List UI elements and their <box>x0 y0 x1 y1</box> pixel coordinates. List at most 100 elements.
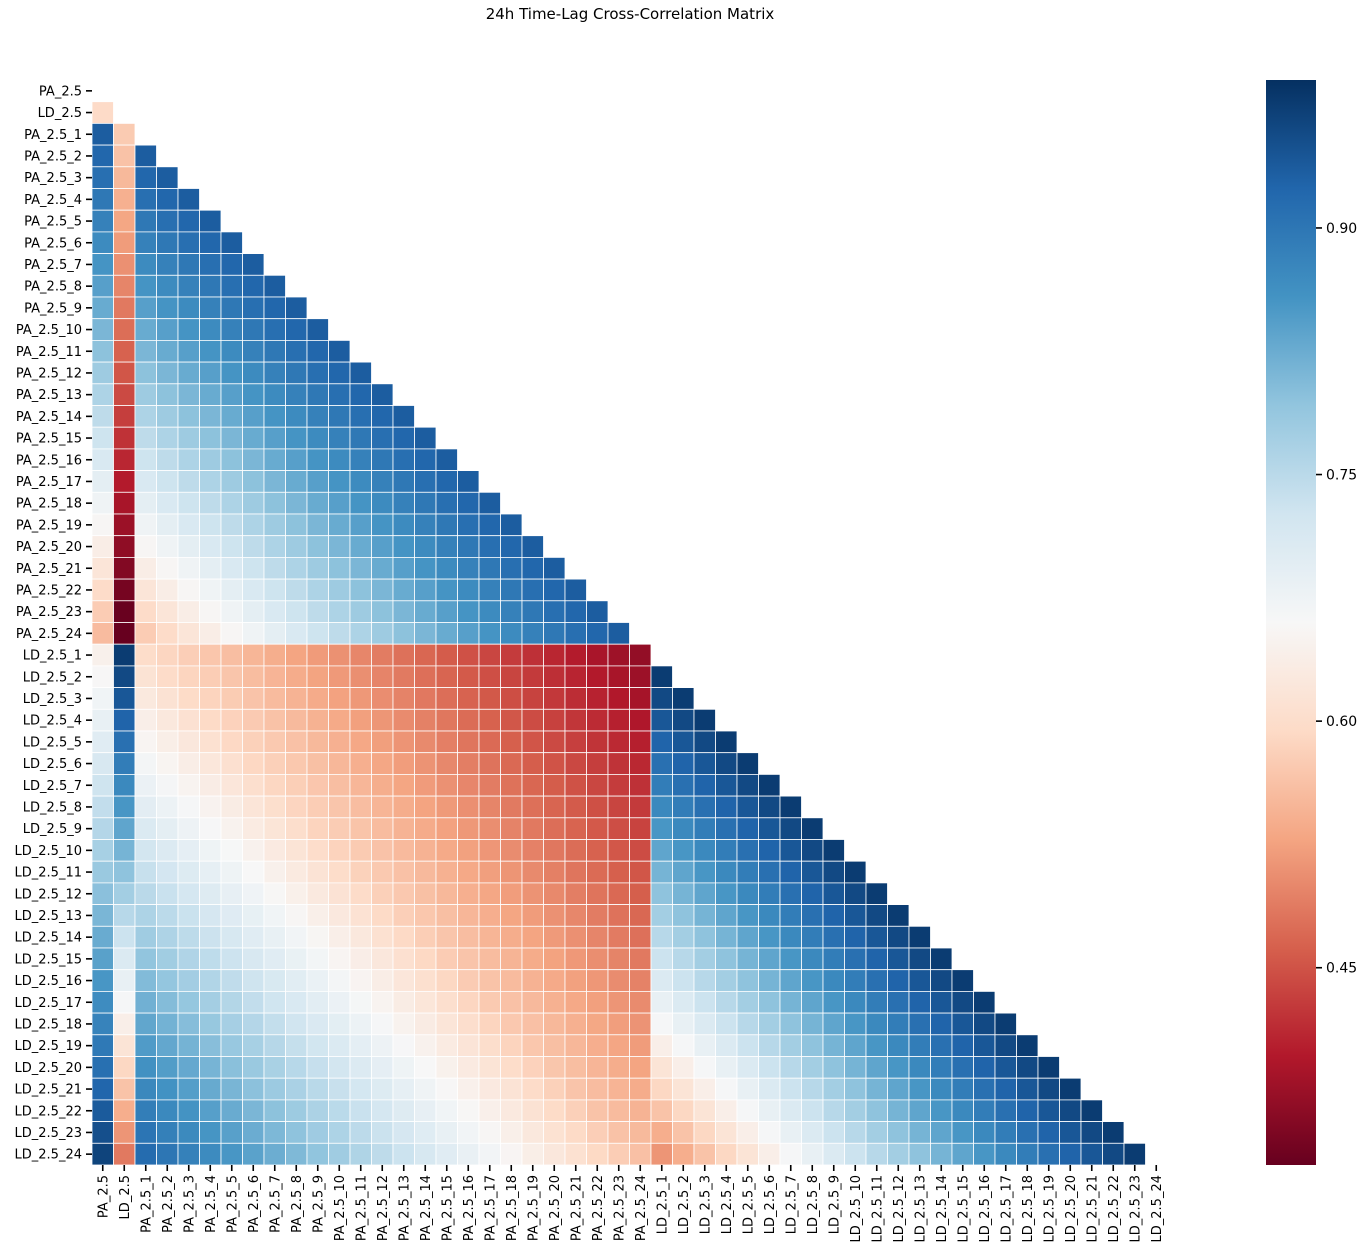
heatmap-cell <box>543 1121 566 1144</box>
y-tick-label: PA_2.5_19 <box>16 518 82 533</box>
heatmap-cell <box>715 1034 738 1057</box>
colorbar-tick-label: 0.75 <box>1326 468 1357 484</box>
heatmap-cell <box>693 708 716 732</box>
heatmap-cell <box>414 991 437 1014</box>
heatmap-cell <box>521 730 544 754</box>
heatmap-cell <box>543 991 566 1014</box>
heatmap-cell <box>500 795 523 819</box>
heatmap-cell <box>543 665 566 689</box>
heatmap-cell <box>285 1034 308 1057</box>
heatmap-cell <box>199 665 222 689</box>
heatmap-cell <box>156 513 179 537</box>
heatmap-cell <box>607 708 630 732</box>
heatmap-cell <box>328 1077 351 1101</box>
heatmap-cell <box>543 557 566 580</box>
heatmap-cell <box>156 383 179 406</box>
y-tick-label: LD_2.5_8 <box>23 800 82 815</box>
x-tick-label: PA_2.5_1 <box>139 1175 154 1233</box>
heatmap-cell <box>865 1121 888 1144</box>
heatmap-cell <box>414 643 437 667</box>
heatmap-cell <box>263 687 286 710</box>
heatmap-cell <box>220 491 243 515</box>
y-tick-label: LD_2.5_20 <box>15 1061 82 1076</box>
heatmap-cell <box>844 860 867 884</box>
heatmap-cell <box>435 513 458 537</box>
heatmap-cell <box>199 687 222 710</box>
heatmap-cell <box>349 969 372 992</box>
heatmap-cell <box>629 665 652 689</box>
heatmap-cell <box>844 1056 867 1079</box>
heatmap-cell <box>199 708 222 732</box>
heatmap-cell <box>91 383 114 406</box>
heatmap-cell <box>199 253 222 276</box>
heatmap-cell <box>349 925 372 949</box>
heatmap-cell <box>801 1034 824 1057</box>
heatmap-cell <box>134 1012 157 1036</box>
heatmap-cell <box>930 991 953 1014</box>
heatmap-cell <box>177 882 200 906</box>
heatmap-cell <box>134 925 157 949</box>
x-tick-label: LD_2.5_19 <box>1042 1175 1057 1242</box>
heatmap-cell <box>199 1056 222 1079</box>
heatmap-cell <box>134 882 157 906</box>
heatmap-cell <box>457 1077 480 1101</box>
heatmap-cell <box>672 1099 695 1123</box>
heatmap-cell <box>564 1056 587 1079</box>
heatmap-cell <box>500 643 523 667</box>
heatmap-cell <box>629 1077 652 1101</box>
heatmap-cell <box>521 860 544 884</box>
heatmap-cell <box>779 947 802 971</box>
heatmap-cell <box>779 1099 802 1123</box>
heatmap-cell <box>629 730 652 754</box>
heatmap-cell <box>156 274 179 298</box>
heatmap-cell <box>908 1077 931 1101</box>
heatmap-cell <box>285 383 308 406</box>
heatmap-cell <box>650 687 673 710</box>
heatmap-cell <box>113 513 136 537</box>
heatmap-cell <box>285 339 308 363</box>
heatmap-cell <box>521 578 544 602</box>
heatmap-cell <box>349 1012 372 1036</box>
heatmap-cell <box>220 947 243 971</box>
heatmap-cell <box>414 860 437 884</box>
heatmap-cell <box>543 839 566 862</box>
heatmap-cell <box>478 665 501 689</box>
heatmap-cell <box>156 860 179 884</box>
heatmap-cell <box>113 947 136 971</box>
heatmap-cell <box>113 209 136 233</box>
heatmap-cell <box>328 665 351 689</box>
heatmap-cell <box>91 448 114 471</box>
heatmap-cell <box>285 708 308 732</box>
heatmap-cell <box>285 947 308 971</box>
heatmap-cell <box>392 1077 415 1101</box>
heatmap-cell <box>156 1056 179 1079</box>
heatmap-cell <box>242 687 265 710</box>
heatmap-cell <box>822 991 845 1014</box>
heatmap-cell <box>113 339 136 363</box>
y-tick-label: LD_2.5_9 <box>23 822 82 837</box>
heatmap-cell <box>349 1056 372 1079</box>
heatmap-cell <box>156 231 179 254</box>
heatmap-cell <box>134 947 157 971</box>
heatmap-cell <box>994 1056 1017 1079</box>
x-tick-label: PA_2.5_2 <box>161 1175 176 1233</box>
heatmap-cell <box>801 1099 824 1123</box>
heatmap-cell <box>629 1056 652 1079</box>
heatmap-cell <box>177 991 200 1014</box>
y-tick-label: LD_2.5_11 <box>15 866 82 881</box>
heatmap-cell <box>629 708 652 732</box>
heatmap-cell <box>414 470 437 493</box>
heatmap-cell <box>457 752 480 775</box>
heatmap-cell <box>521 1056 544 1079</box>
heatmap-cell <box>328 860 351 884</box>
heatmap-cell <box>177 318 200 341</box>
heatmap-cell <box>199 296 222 320</box>
x-tick-label: PA_2.5_7 <box>268 1175 283 1233</box>
heatmap-cell <box>435 600 458 623</box>
heatmap-cell <box>607 795 630 819</box>
heatmap-cell <box>865 925 888 949</box>
heatmap-cell <box>607 665 630 689</box>
heatmap-cell <box>328 882 351 906</box>
heatmap-cell <box>285 361 308 385</box>
heatmap-cell <box>91 274 114 298</box>
